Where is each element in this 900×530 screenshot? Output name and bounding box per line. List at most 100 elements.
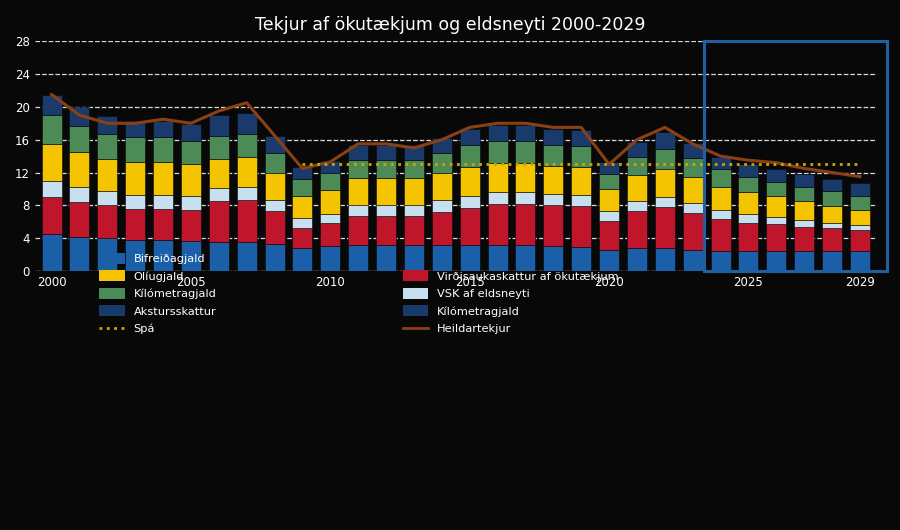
Bar <box>766 217 787 224</box>
Bar <box>572 130 591 146</box>
Bar <box>738 176 759 192</box>
Bar <box>97 206 117 238</box>
Bar <box>41 144 61 181</box>
Bar <box>711 157 731 169</box>
Bar <box>209 201 229 242</box>
Bar <box>738 223 759 251</box>
Bar <box>265 200 284 211</box>
Bar <box>41 115 61 144</box>
Bar <box>488 142 508 163</box>
Bar <box>348 245 368 271</box>
Bar <box>348 145 368 160</box>
Bar <box>292 248 312 271</box>
Bar <box>181 196 201 210</box>
Bar <box>320 173 340 190</box>
Bar <box>627 201 647 211</box>
Bar <box>404 178 424 205</box>
Bar <box>97 191 117 206</box>
Bar <box>516 125 536 142</box>
Bar <box>404 245 424 271</box>
Bar <box>153 162 173 195</box>
Bar <box>265 153 284 173</box>
Bar <box>544 206 563 246</box>
Bar <box>655 207 675 248</box>
Bar <box>97 238 117 271</box>
Bar <box>711 210 731 218</box>
Bar <box>432 200 452 212</box>
Bar <box>516 142 536 163</box>
Bar <box>599 211 619 221</box>
Bar <box>766 182 787 196</box>
Bar <box>822 206 842 223</box>
Bar <box>850 230 870 251</box>
Bar <box>822 223 842 228</box>
Bar <box>348 160 368 178</box>
Bar <box>69 152 89 187</box>
Bar <box>850 225 870 230</box>
Bar <box>822 228 842 251</box>
Bar <box>738 192 759 215</box>
Bar <box>376 160 396 178</box>
Bar <box>460 208 480 245</box>
Bar <box>488 192 508 204</box>
Bar <box>488 204 508 245</box>
Bar <box>320 161 340 173</box>
Bar <box>237 134 256 157</box>
Bar <box>572 167 591 195</box>
Bar <box>404 205 424 216</box>
Bar <box>432 245 452 271</box>
Bar <box>376 216 396 245</box>
Bar <box>572 206 591 248</box>
Bar <box>655 197 675 207</box>
Bar <box>599 162 619 174</box>
Bar <box>627 157 647 175</box>
Bar <box>544 246 563 271</box>
Bar <box>432 212 452 245</box>
Bar <box>432 138 452 153</box>
Bar <box>655 132 675 149</box>
Bar <box>516 163 536 192</box>
Bar <box>516 192 536 204</box>
Bar <box>683 213 703 250</box>
Bar <box>292 167 312 179</box>
Bar <box>488 125 508 142</box>
Bar <box>69 187 89 202</box>
Bar <box>265 173 284 200</box>
Bar <box>822 179 842 191</box>
Bar <box>655 248 675 271</box>
Bar <box>209 158 229 188</box>
Bar <box>432 173 452 200</box>
Bar <box>125 240 145 271</box>
Bar <box>627 248 647 271</box>
Bar <box>572 146 591 167</box>
Bar <box>320 214 340 224</box>
Bar <box>153 121 173 137</box>
Bar <box>683 176 703 203</box>
Bar <box>153 240 173 271</box>
Bar <box>794 174 814 187</box>
Bar <box>655 149 675 169</box>
Bar <box>237 157 256 187</box>
Bar <box>460 129 480 145</box>
Bar <box>704 41 886 271</box>
Bar <box>599 174 619 189</box>
Bar <box>348 205 368 216</box>
Bar <box>320 224 340 246</box>
Bar <box>822 191 842 206</box>
Bar <box>69 202 89 236</box>
Bar <box>794 201 814 220</box>
Bar <box>544 129 563 145</box>
Bar <box>766 196 787 217</box>
Bar <box>265 136 284 153</box>
Bar <box>488 245 508 271</box>
Bar <box>738 164 759 176</box>
Bar <box>376 178 396 205</box>
Bar <box>711 251 731 271</box>
Bar <box>125 121 145 137</box>
Bar <box>181 124 201 140</box>
Bar <box>794 251 814 271</box>
Bar <box>627 142 647 157</box>
Bar <box>711 169 731 187</box>
Bar <box>544 166 563 194</box>
Bar <box>125 195 145 209</box>
